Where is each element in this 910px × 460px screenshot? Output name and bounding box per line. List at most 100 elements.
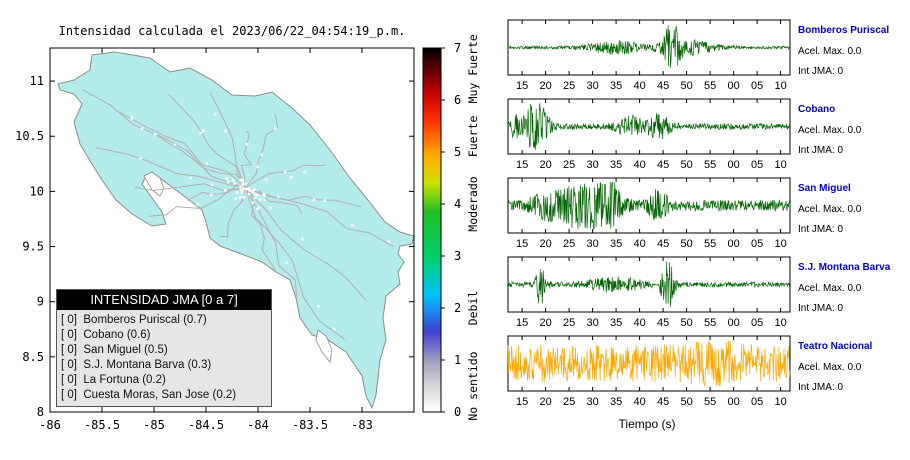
colorbar-scale bbox=[422, 47, 442, 413]
town-dot bbox=[312, 198, 316, 202]
waveform-x-tick-label: 25 bbox=[563, 396, 575, 408]
town-dot bbox=[199, 131, 202, 135]
legend-item-intensity: [ 0] bbox=[61, 329, 77, 341]
station-acceleration: Acel. Max. 0.0 bbox=[798, 283, 862, 294]
legend-item: [ 0] Cuesta Moras, San Jose (0.2) bbox=[61, 388, 271, 403]
waveform-x-tick-label: 20 bbox=[539, 159, 551, 171]
town-dot bbox=[235, 191, 239, 194]
waveform-x-tick-label: 30 bbox=[586, 238, 598, 250]
town-dot bbox=[252, 188, 256, 191]
town-dot bbox=[387, 240, 390, 243]
waveform-x-tick-label: 10 bbox=[774, 80, 786, 92]
waveform-x-tick-label: 55 bbox=[704, 238, 716, 250]
town-dot bbox=[274, 127, 277, 130]
map-x-tick-label: -85 bbox=[143, 418, 165, 432]
waveform-x-tick-label: 00 bbox=[727, 317, 739, 329]
waveform-panel: 15 20 25 30 35 40 45 50 55 00 05 10 S.J. Montana Bar… bbox=[507, 256, 891, 329]
town-dot bbox=[173, 143, 177, 147]
colorbar-tick-label: 3 bbox=[454, 249, 461, 263]
roads bbox=[81, 89, 395, 340]
map-frame bbox=[49, 47, 415, 413]
waveform-x-label: Tiempo (s) bbox=[619, 417, 676, 431]
map-y-tick-label: 9.5 bbox=[22, 240, 44, 254]
station-acceleration: Acel. Max. 0.0 bbox=[798, 204, 862, 215]
town-dot bbox=[234, 197, 237, 200]
colorbar-category-label: Moderado bbox=[466, 176, 480, 231]
road bbox=[154, 133, 246, 189]
town-dot bbox=[241, 181, 245, 185]
waveform-x-tick-label: 55 bbox=[704, 80, 716, 92]
waveform-x-tick-label: 20 bbox=[539, 238, 551, 250]
waveform-x-tick-label: 35 bbox=[610, 80, 622, 92]
legend-item-station: Cuesta Moras, San Jose (0.2) bbox=[76, 389, 237, 401]
colorbar: 0 1 2 3 4 5 6 7 No sentido Debil Moderado Fuerte Mu… bbox=[422, 34, 480, 421]
legend-item: [ 0] S.J. Montana Barva (0.3) bbox=[61, 358, 271, 373]
waveform-x-tick-label: 20 bbox=[539, 396, 551, 408]
town-dot bbox=[290, 176, 293, 179]
town-dot bbox=[263, 198, 266, 201]
road bbox=[240, 130, 253, 189]
waveform-x-tick-label: 50 bbox=[680, 159, 692, 171]
town-dot bbox=[350, 224, 354, 227]
town-dot bbox=[224, 189, 227, 192]
station-name: Cobano bbox=[798, 104, 835, 115]
legend-item-station: Cobano (0.6) bbox=[76, 329, 151, 341]
legend-item-station: San Miguel (0.5) bbox=[76, 344, 168, 356]
town-dot bbox=[256, 165, 260, 169]
map-y-tick-label: 9 bbox=[37, 295, 44, 309]
waveform-x-tick-label: 30 bbox=[586, 317, 598, 329]
town-dot bbox=[241, 187, 245, 190]
road bbox=[168, 93, 246, 189]
waveform-x-tick-label: 50 bbox=[680, 80, 692, 92]
colorbar-category-label: No sentido bbox=[466, 351, 480, 420]
map-title: Intensidad calculada el 2023/06/22_04:54… bbox=[59, 24, 406, 38]
road bbox=[244, 187, 367, 302]
waveform-x-tick-label: 35 bbox=[610, 317, 622, 329]
legend-item-station: La Fortuna (0.2) bbox=[76, 374, 166, 386]
map-x-tick-label: -83.5 bbox=[292, 418, 328, 432]
waveform-x-tick-label: 05 bbox=[751, 238, 763, 250]
waveform-x-tick-label: 25 bbox=[563, 80, 575, 92]
waveform-panel: 15 20 25 30 35 40 45 50 55 00 05 10 Cobano Acel. Max.… bbox=[507, 98, 862, 171]
town-dot bbox=[130, 116, 134, 120]
waveform-x-tick-label: 50 bbox=[680, 238, 692, 250]
road bbox=[219, 187, 246, 238]
road bbox=[209, 92, 246, 189]
waveform-x-tick-label: 45 bbox=[657, 396, 669, 408]
towns bbox=[130, 113, 390, 331]
map-y-tick-label: 10 bbox=[30, 184, 44, 198]
town-dot bbox=[251, 190, 255, 194]
colorbar-tick-label: 0 bbox=[454, 405, 461, 419]
colorbar-category-label: Muy Fuerte bbox=[466, 34, 480, 103]
road bbox=[134, 183, 246, 192]
town-dot bbox=[242, 195, 245, 199]
waveform-panels: 15 20 25 30 35 40 45 50 55 00 05 10 Bomberos Purisca… bbox=[507, 19, 891, 408]
waveform-x-tick-label: 00 bbox=[727, 396, 739, 408]
waveform-x-tick-label: 25 bbox=[563, 238, 575, 250]
station-intensity: Int JMA: 0 bbox=[798, 224, 843, 235]
map-y-tick-label: 8 bbox=[37, 405, 44, 419]
road bbox=[115, 109, 246, 189]
town-dot bbox=[256, 193, 259, 197]
station-acceleration: Acel. Max. 0.0 bbox=[798, 125, 862, 136]
town-dot bbox=[323, 199, 326, 202]
waveform-x-tick-label: 55 bbox=[704, 159, 716, 171]
waveform-x-tick-label: 30 bbox=[586, 159, 598, 171]
waveform-x-tick-label: 45 bbox=[657, 238, 669, 250]
town-dot bbox=[205, 162, 208, 166]
town-dot bbox=[285, 261, 289, 264]
town-dot bbox=[251, 189, 254, 193]
waveform-x-tick-label: 25 bbox=[563, 159, 575, 171]
town-dot bbox=[303, 171, 306, 174]
station-name: Bomberos Puriscal bbox=[798, 25, 889, 36]
town-dot bbox=[224, 129, 227, 133]
colorbar-category-label: Debil bbox=[466, 291, 480, 326]
town-dot bbox=[258, 198, 262, 202]
waveform-panel: 15 20 25 30 35 40 45 50 55 00 05 10 Bomberos Purisca… bbox=[507, 19, 889, 92]
station-acceleration: Acel. Max. 0.0 bbox=[798, 46, 862, 57]
waveform-panel: 15 20 25 30 35 40 45 50 55 00 05 10 San Miguel Acel. … bbox=[507, 177, 862, 250]
legend-item: [ 0] Cobano (0.6) bbox=[61, 328, 271, 343]
town-dot bbox=[233, 182, 236, 185]
town-dot bbox=[333, 327, 336, 331]
